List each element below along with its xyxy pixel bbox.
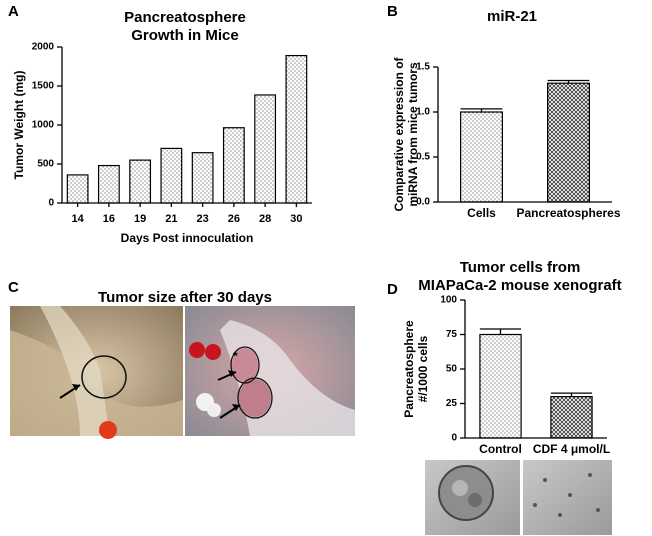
y-tick-label: 1000: [32, 120, 55, 131]
bar: [129, 159, 152, 204]
y-axis-label: Pancreatosphere: [402, 320, 416, 418]
micrographs: [425, 460, 612, 535]
bar: [222, 127, 245, 204]
x-tick-label: Control: [479, 442, 522, 456]
y-tick-label: 0.0: [416, 197, 430, 208]
bar: [460, 111, 503, 203]
x-tick-label: Pancreatospheres: [516, 206, 620, 220]
x-tick-label: 23: [197, 213, 209, 225]
x-axis-label: Days Post innoculation: [121, 231, 254, 245]
photo-right: *: [185, 306, 355, 436]
x-tick-label: Cells: [467, 206, 496, 220]
x-tick-label: 19: [134, 213, 146, 225]
y-axis-label: #/1000 cells: [416, 335, 430, 402]
panel-label: B: [387, 3, 398, 20]
y-tick-label: 75: [446, 329, 458, 340]
bar: [547, 82, 590, 203]
y-tick-label: 0: [48, 198, 54, 209]
y-tick-label: 2000: [32, 42, 55, 53]
chart-title: MIAPaCa-2 mouse xenograft: [418, 277, 621, 294]
panel-label: A: [8, 3, 19, 20]
y-axis-label: Tumor Weight (mg): [12, 71, 26, 180]
bar: [160, 147, 183, 204]
chart-title: Tumor size after 30 days: [98, 289, 272, 306]
y-tick-label: 0: [451, 433, 457, 444]
chart-title: Pancreatosphere: [124, 9, 246, 26]
bar: [285, 54, 308, 204]
photo-left: [10, 306, 183, 439]
x-tick-label: 14: [72, 213, 85, 225]
bar: [97, 164, 120, 204]
panel-label: C: [8, 279, 19, 296]
panel-label: D: [387, 281, 398, 298]
y-tick-label: 0.5: [416, 152, 430, 163]
chart-title: Tumor cells from: [460, 259, 581, 276]
y-tick-label: 1.5: [416, 62, 430, 73]
x-tick-label: 16: [103, 213, 115, 225]
y-tick-label: 1.0: [416, 107, 430, 118]
x-tick-label: 26: [228, 213, 240, 225]
bar: [66, 174, 89, 204]
annotation: *: [233, 349, 238, 363]
y-axis-label: Comparative expression of: [392, 56, 406, 211]
y-tick-label: 1500: [32, 81, 55, 92]
bar: [479, 333, 522, 439]
x-tick-label: 21: [165, 213, 177, 225]
y-tick-label: 500: [37, 159, 54, 170]
bar: [191, 152, 214, 204]
y-axis-label: miRNA from mice tumors: [406, 62, 420, 207]
chart-title: miR-21: [487, 8, 537, 25]
chart-title: Growth in Mice: [131, 27, 239, 44]
x-tick-label: 30: [290, 213, 302, 225]
y-tick-label: 25: [446, 398, 458, 409]
bar: [550, 396, 593, 439]
bar: [254, 94, 277, 204]
x-tick-label: 28: [259, 213, 271, 225]
y-tick-label: 100: [440, 295, 457, 306]
x-tick-label: CDF 4 μmol/L: [533, 442, 610, 456]
y-tick-label: 50: [446, 364, 458, 375]
